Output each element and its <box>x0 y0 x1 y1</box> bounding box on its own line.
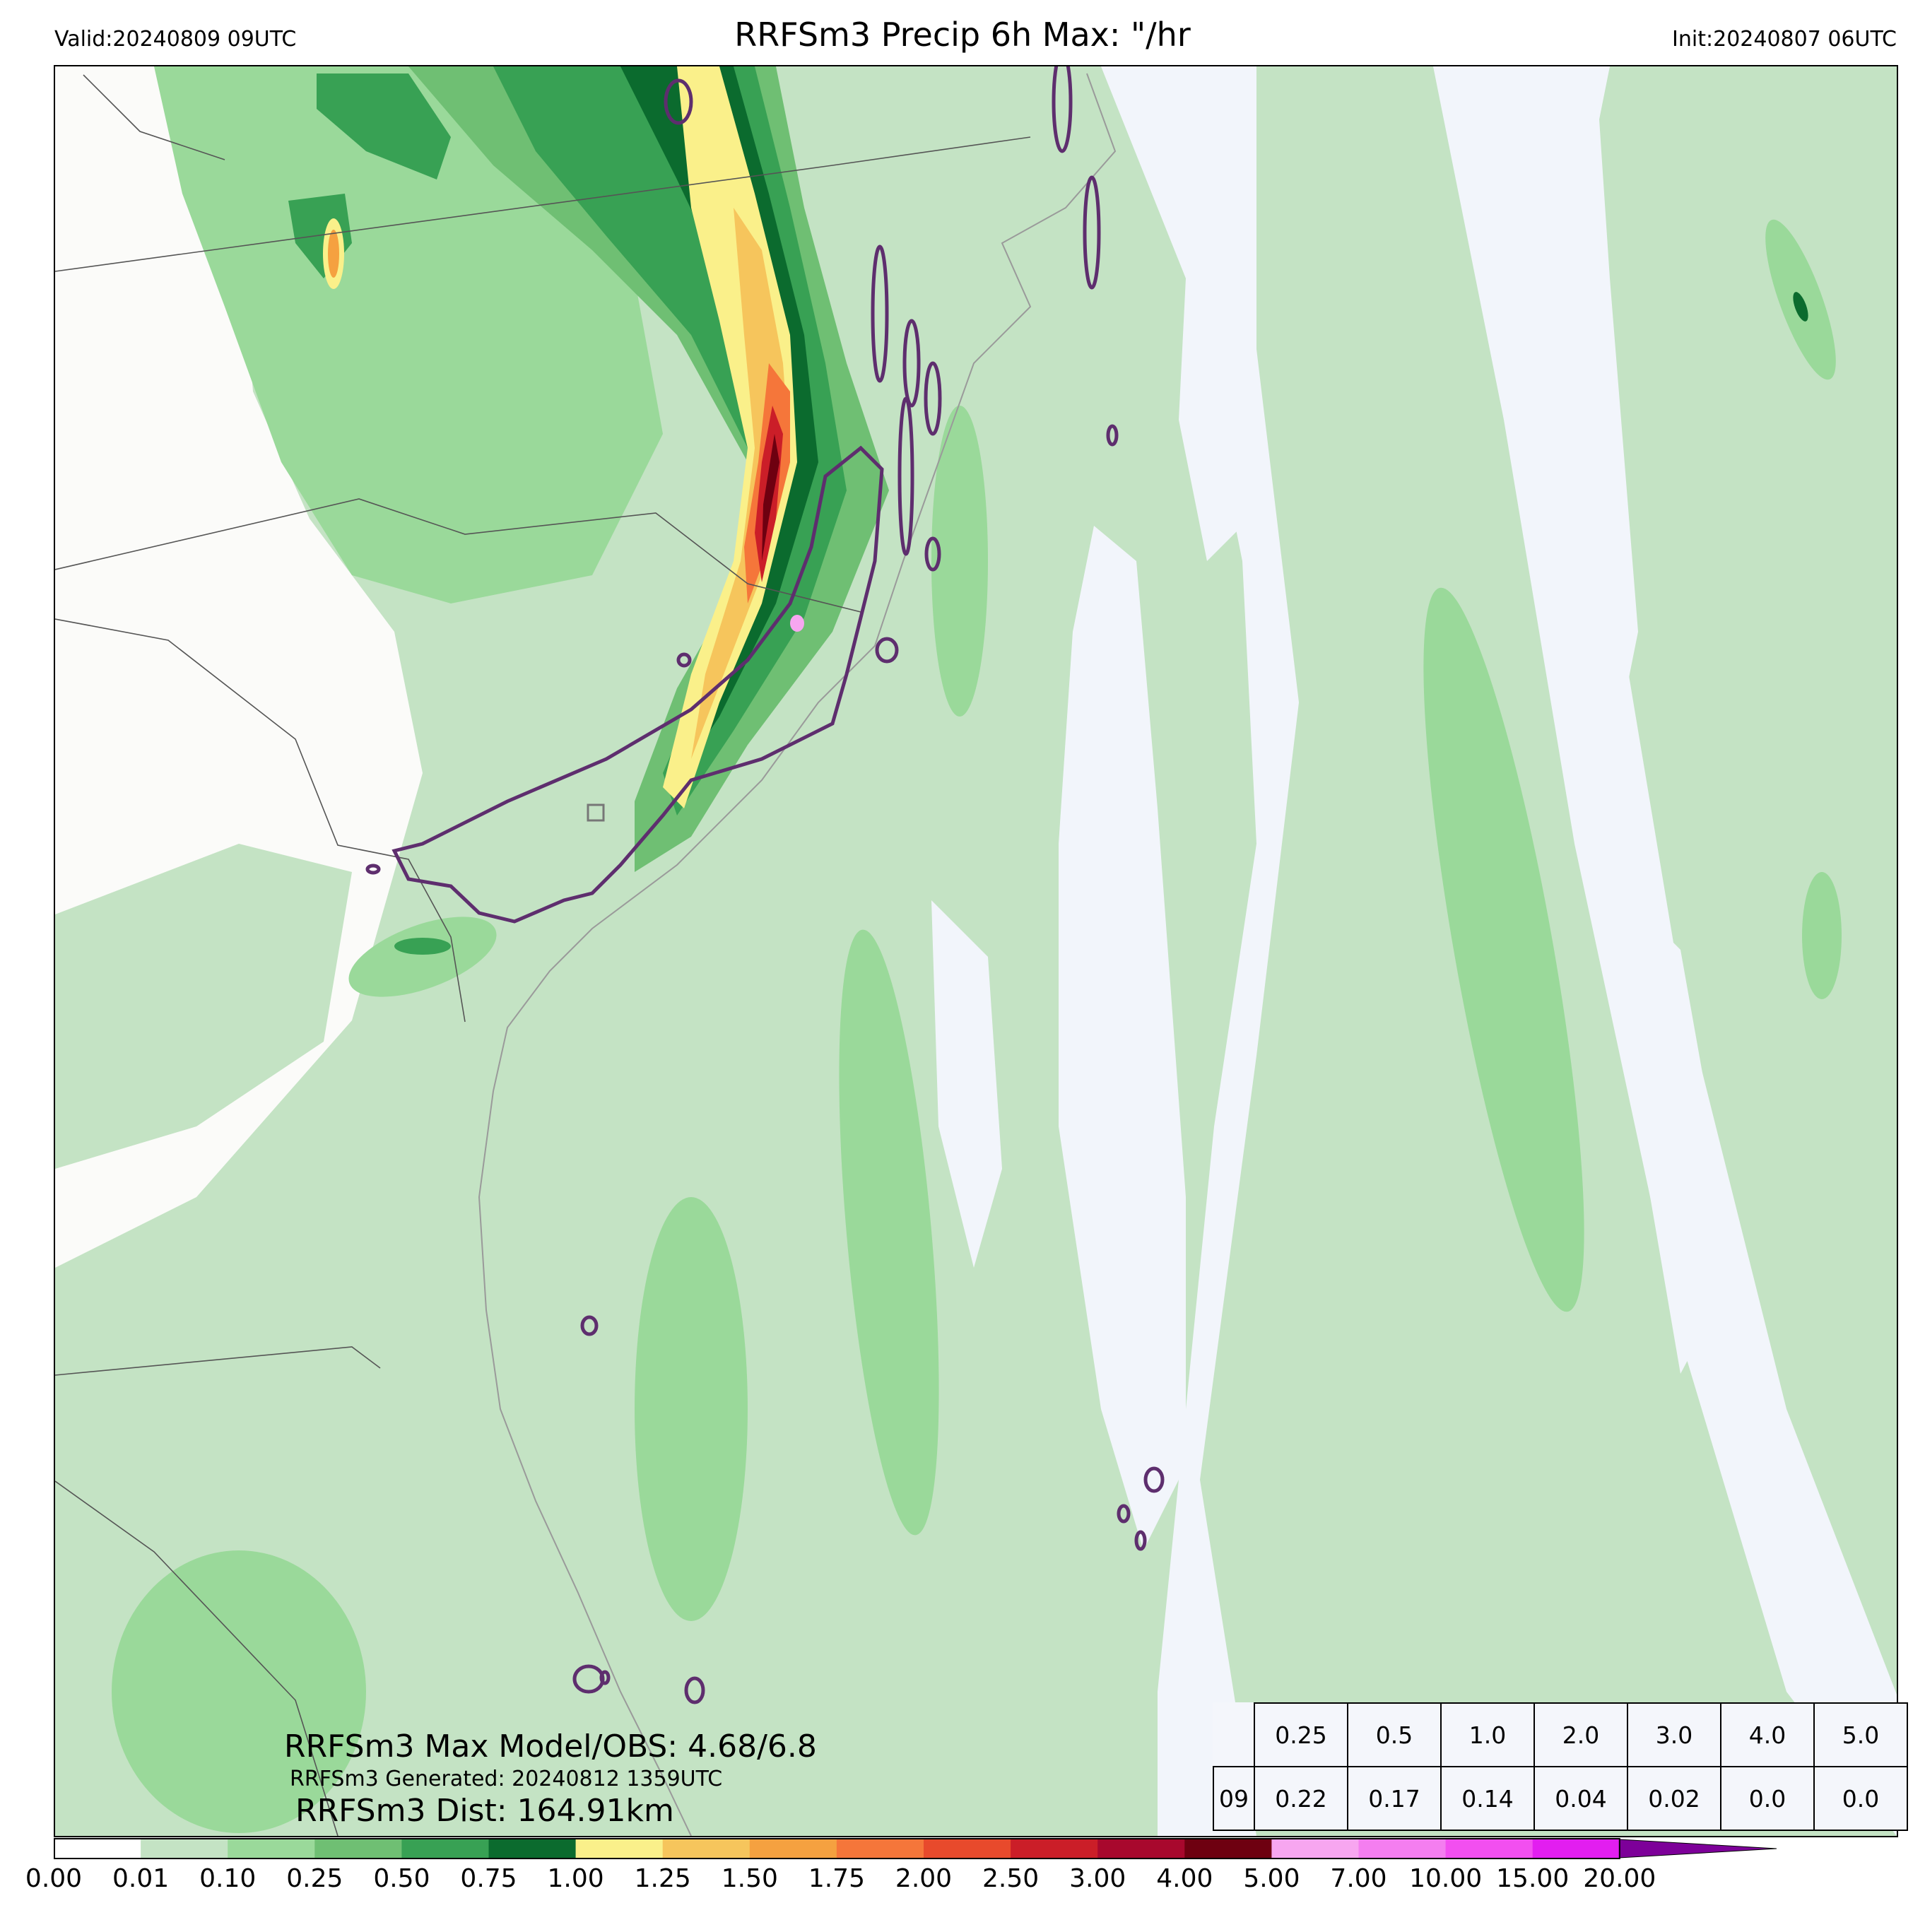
colorbar-tick-label: 1.75 <box>808 1864 865 1893</box>
colorbar-segment <box>141 1838 228 1859</box>
colorbar-segment <box>1445 1838 1533 1859</box>
threshold-stats-table: 0.25 0.5 1.0 2.0 3.0 4.0 5.0 09 0.22 0.1… <box>1213 1702 1908 1831</box>
max-model-obs-label: RRFSm3 Max Model/OBS: 4.68/6.8 <box>284 1728 817 1765</box>
value-row: 09 0.22 0.17 0.14 0.04 0.02 0.0 0.0 <box>1213 1766 1908 1831</box>
colorbar-tick-label: 1.25 <box>634 1864 691 1893</box>
threshold-cell: 4.0 <box>1720 1702 1815 1767</box>
colorbar-tick-label: 0.01 <box>112 1864 170 1893</box>
colorbar-tick-label: 3.00 <box>1069 1864 1126 1893</box>
colorbar-tick-label: 0.75 <box>460 1864 517 1893</box>
threshold-cell: 5.0 <box>1813 1702 1908 1767</box>
threshold-cell: 1.0 <box>1440 1702 1535 1767</box>
value-cell: 0.0 <box>1720 1766 1815 1831</box>
colorbar-tick-label: 7.00 <box>1330 1864 1387 1893</box>
colorbar-segment <box>1271 1838 1359 1859</box>
value-cell: 0.04 <box>1533 1766 1628 1831</box>
heavy-precip-band <box>288 66 1808 955</box>
threshold-contours <box>365 66 1165 1704</box>
colorbar-segment <box>314 1838 402 1859</box>
threshold-cell: 2.0 <box>1533 1702 1628 1767</box>
colorbar-tick-label: 2.00 <box>895 1864 953 1893</box>
distance-label: RRFSm3 Dist: 164.91km <box>295 1793 674 1829</box>
colorbar-segment <box>924 1838 1011 1859</box>
generated-time-label: RRFSm3 Generated: 20240812 1359UTC <box>290 1767 723 1791</box>
value-cell: 0.17 <box>1347 1766 1442 1831</box>
colorbar-tick-label: 1.50 <box>721 1864 778 1893</box>
colorbar-tick-label: 0.00 <box>25 1864 83 1893</box>
map-title: RRFSm3 Precip 6h Max: "/hr <box>734 16 1191 54</box>
state-borders <box>55 74 1031 1836</box>
threshold-cell: 0.5 <box>1347 1702 1442 1767</box>
colorbar-segment <box>228 1838 315 1859</box>
colorbar-frame <box>54 1838 1620 1859</box>
threshold-cell: 0.25 <box>1254 1702 1348 1767</box>
colorbar-segment <box>1358 1838 1447 1859</box>
colorbar <box>54 1838 1777 1859</box>
station-marker <box>587 803 605 822</box>
colorbar-segment <box>749 1838 837 1859</box>
colorbar-extend-arrow <box>1619 1839 1777 1859</box>
colorbar-segment <box>662 1838 750 1859</box>
colorbar-tick-label: 2.50 <box>982 1864 1040 1893</box>
value-cell: 0.0 <box>1813 1766 1908 1831</box>
colorbar-segment <box>401 1838 489 1859</box>
threshold-row: 0.25 0.5 1.0 2.0 3.0 4.0 5.0 <box>1213 1702 1908 1767</box>
colorbar-segment <box>1011 1838 1098 1859</box>
valid-time-label: Valid:20240809 09UTC <box>54 27 297 52</box>
colorbar-tick-label: 1.00 <box>547 1864 604 1893</box>
colorbar-segment <box>1097 1838 1185 1859</box>
colorbar-segment <box>1184 1838 1272 1859</box>
colorbar-tick-label: 20.00 <box>1583 1864 1656 1893</box>
threshold-cell: 3.0 <box>1627 1702 1721 1767</box>
colorbar-segment <box>836 1838 924 1859</box>
init-time-label: Init:20240807 06UTC <box>1672 27 1897 52</box>
colorbar-segment <box>488 1838 577 1859</box>
colorbar-tick-label: 4.00 <box>1156 1864 1213 1893</box>
value-cell: 0.02 <box>1627 1766 1721 1831</box>
colorbar-tick-label: 10.00 <box>1409 1864 1483 1893</box>
colorbar-tick-label: 15.00 <box>1496 1864 1570 1893</box>
precip-map[interactable] <box>54 65 1898 1837</box>
colorbar-tick-label: 0.50 <box>373 1864 430 1893</box>
value-cell: 0.22 <box>1254 1766 1348 1831</box>
colorbar-segment <box>575 1838 664 1859</box>
row-label-cell: 09 <box>1213 1766 1255 1831</box>
value-cell: 0.14 <box>1440 1766 1535 1831</box>
colorbar-segment <box>54 1838 141 1859</box>
colorbar-segment <box>1532 1838 1620 1859</box>
colorbar-tick-label: 5.00 <box>1243 1864 1300 1893</box>
colorbar-tick-label: 0.10 <box>199 1864 257 1893</box>
colorbar-tick-label: 0.25 <box>286 1864 343 1893</box>
table-corner <box>1213 1703 1254 1767</box>
ocean-gaps <box>931 66 1737 1550</box>
coastline <box>478 73 1117 1836</box>
